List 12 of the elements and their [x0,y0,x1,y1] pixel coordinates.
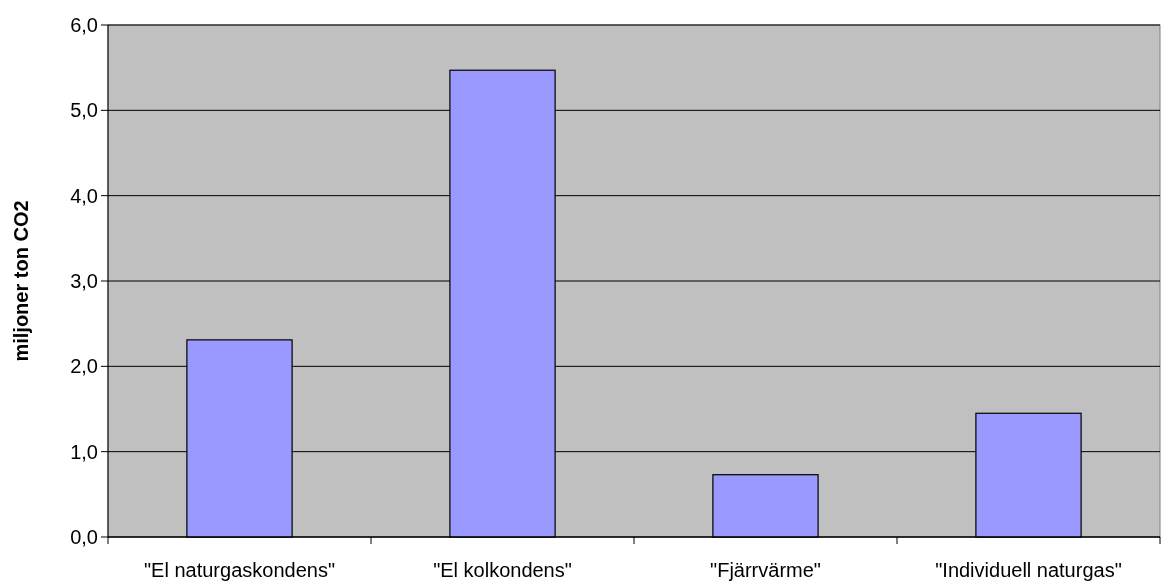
x-tick-label: "Fjärrvärme" [710,559,821,581]
y-tick-label: 0,0 [70,526,98,548]
x-tick-label: "El kolkondens" [433,559,572,581]
y-tick-label: 5,0 [70,99,98,122]
y-axis-title: miljoner ton CO2 [10,200,32,362]
x-tick-label: "Individuell naturgas" [935,559,1122,581]
y-tick-label: 1,0 [70,440,98,463]
y-tick-label: 6,0 [70,14,98,36]
x-tick-label: "El naturgaskondens" [144,559,335,581]
y-tick-label: 3,0 [70,270,98,292]
y-tick-label: 4,0 [70,184,98,207]
y-tick-label: 2,0 [70,355,98,378]
